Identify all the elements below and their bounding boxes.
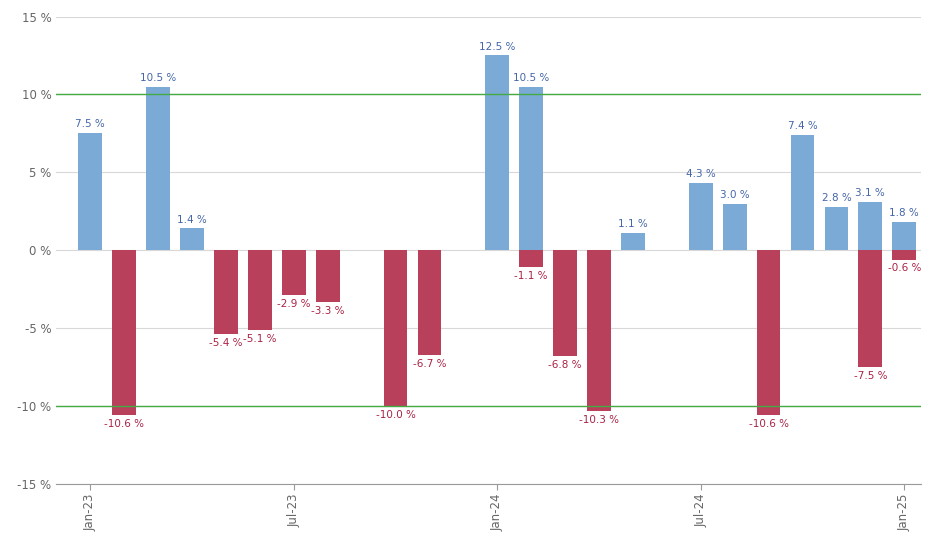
Bar — [689, 183, 713, 250]
Text: -1.1 %: -1.1 % — [514, 271, 548, 281]
Text: 1.8 %: 1.8 % — [889, 208, 919, 218]
Bar — [519, 250, 543, 267]
Text: 10.5 %: 10.5 % — [140, 73, 177, 82]
Text: -10.0 %: -10.0 % — [376, 410, 415, 420]
Bar — [588, 250, 611, 411]
Text: -6.8 %: -6.8 % — [548, 360, 582, 370]
Bar — [147, 86, 170, 250]
Text: 7.4 %: 7.4 % — [788, 121, 818, 131]
Bar — [214, 250, 238, 334]
Text: -3.3 %: -3.3 % — [311, 306, 344, 316]
Text: -5.4 %: -5.4 % — [210, 338, 243, 348]
Text: 1.1 %: 1.1 % — [619, 219, 648, 229]
Bar — [113, 250, 136, 415]
Bar — [621, 233, 645, 250]
Bar — [824, 207, 848, 250]
Text: 4.3 %: 4.3 % — [686, 169, 715, 179]
Text: -5.1 %: -5.1 % — [243, 334, 276, 344]
Bar — [892, 222, 916, 250]
Text: 3.1 %: 3.1 % — [855, 188, 885, 198]
Text: 7.5 %: 7.5 % — [75, 119, 105, 129]
Text: -0.6 %: -0.6 % — [887, 263, 921, 273]
Text: 3.0 %: 3.0 % — [720, 190, 749, 200]
Bar — [554, 250, 577, 356]
Bar — [892, 250, 916, 260]
Bar — [384, 250, 407, 406]
Bar — [519, 86, 543, 250]
Text: -6.7 %: -6.7 % — [413, 359, 446, 369]
Bar — [757, 250, 780, 415]
Bar — [78, 134, 102, 250]
Bar — [282, 250, 306, 295]
Text: 2.8 %: 2.8 % — [822, 192, 852, 203]
Bar — [858, 202, 883, 250]
Text: -10.3 %: -10.3 % — [579, 415, 619, 425]
Bar — [180, 228, 204, 250]
Text: 10.5 %: 10.5 % — [513, 73, 549, 82]
Bar — [417, 250, 441, 355]
Bar — [791, 135, 814, 250]
Text: -7.5 %: -7.5 % — [854, 371, 887, 381]
Text: -2.9 %: -2.9 % — [277, 299, 310, 309]
Bar — [485, 56, 509, 250]
Text: -10.6 %: -10.6 % — [748, 419, 789, 430]
Bar — [316, 250, 339, 301]
Text: 12.5 %: 12.5 % — [479, 42, 515, 52]
Bar — [248, 250, 272, 329]
Bar — [858, 250, 883, 367]
Text: -10.6 %: -10.6 % — [104, 419, 144, 430]
Bar — [723, 204, 746, 250]
Text: 1.4 %: 1.4 % — [177, 214, 207, 224]
